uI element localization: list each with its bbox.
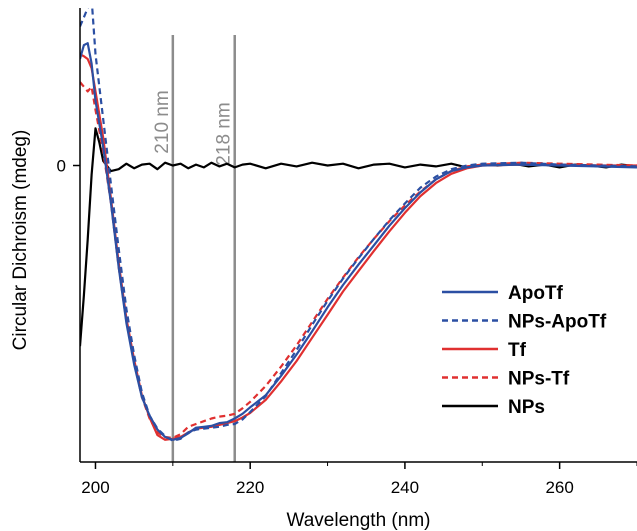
y-tick-label: 0 [57,157,66,176]
x-axis-title: Wavelength (nm) [287,510,431,531]
legend-label-nps: NPs [508,397,545,418]
legend: ApoTf NPs-ApoTf Tf NPs-Tf NPs [442,283,607,418]
x-tick-label: 220 [236,478,264,497]
y-ticks: 0 [57,157,80,176]
legend-label-nps-apotf: NPs-ApoTf [508,312,607,333]
ref-label-210: 210 nm [152,90,173,153]
x-tick-label: 260 [545,478,573,497]
ref-label-218: 218 nm [214,102,235,165]
reference-lines: 210 nm 218 nm [152,35,236,462]
x-ticks: 200 220 240 260 [81,462,637,497]
x-tick-label: 240 [391,478,419,497]
legend-label-apotf: ApoTf [508,283,564,304]
legend-label-tf: Tf [508,340,527,361]
legend-label-nps-tf: NPs-Tf [508,369,570,390]
axes: 200 220 240 260 0 [57,8,637,497]
x-tick-label: 200 [81,478,109,497]
series-line-nps-apotf [80,8,637,442]
y-axis-title: Circular Dichroism (mdeg) [10,130,31,351]
series-line-apotf [80,42,637,441]
series-lines [80,8,637,442]
